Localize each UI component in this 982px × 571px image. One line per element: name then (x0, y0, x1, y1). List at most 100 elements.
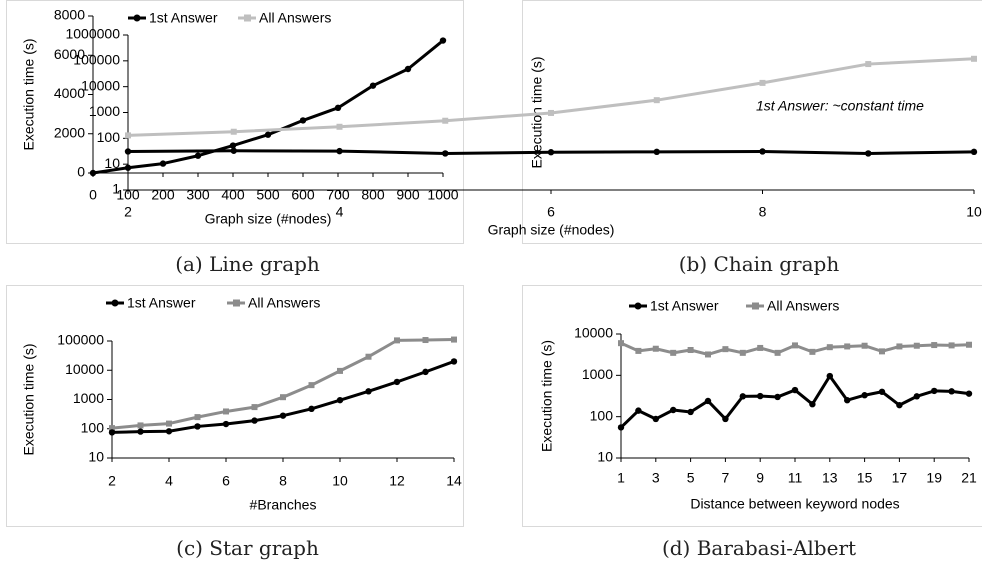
x-tick-label: 400 (221, 187, 245, 203)
legend-swatch-marker (752, 302, 759, 310)
x-axis-label: Distance between keyword nodes (690, 496, 899, 512)
data-point (809, 348, 816, 355)
data-point (251, 417, 258, 424)
data-point (451, 336, 457, 343)
y-axis-label: Execution time (s) (539, 340, 555, 452)
legend-label: 1st Answer (149, 10, 218, 26)
legend-swatch-marker (233, 299, 240, 307)
y-tick-label: 6000 (54, 46, 85, 62)
y-tick-label: 8000 (54, 7, 85, 23)
data-point (393, 378, 401, 386)
x-tick-label: 100 (116, 187, 140, 203)
y-tick-label: 100 (590, 407, 614, 423)
x-axis-label: Graph size (#nodes) (488, 222, 615, 238)
data-point (826, 344, 833, 351)
data-point (722, 346, 729, 353)
data-point (251, 404, 258, 411)
x-tick-label: 10 (332, 473, 348, 489)
data-point (687, 408, 694, 416)
y-axis-label: Execution time (s) (21, 343, 37, 455)
x-tick-label: 10 (966, 204, 982, 220)
data-point (404, 65, 412, 73)
x-tick-label: 2 (108, 473, 116, 489)
data-point (124, 148, 132, 155)
data-point (635, 407, 642, 414)
y-tick-label: 100 (81, 419, 105, 435)
caption-line-graph: (a) Line graph (175, 252, 320, 276)
y-tick-label: 10 (104, 155, 120, 171)
x-tick-label: 8 (279, 473, 287, 489)
data-point (299, 117, 307, 124)
x-tick-label: 12 (389, 473, 405, 489)
data-point (896, 401, 903, 409)
data-point (422, 368, 429, 376)
data-point (826, 372, 833, 380)
data-point (759, 79, 766, 86)
data-point (137, 428, 144, 435)
data-point (194, 414, 201, 421)
data-point (759, 148, 766, 155)
data-point (653, 97, 660, 104)
legend-label: 1st Answer (650, 298, 719, 314)
data-point (844, 343, 851, 350)
data-point (653, 148, 660, 156)
data-point (137, 422, 144, 429)
x-tick-label: 13 (822, 470, 838, 486)
data-point (365, 353, 372, 360)
x-tick-label: 9 (756, 470, 764, 486)
y-tick-label: 10000 (65, 361, 104, 377)
data-point (879, 348, 885, 355)
x-tick-label: 800 (361, 187, 385, 203)
x-tick-label: 500 (256, 187, 280, 203)
x-tick-label: 19 (926, 470, 942, 486)
data-point (230, 128, 237, 135)
data-point (896, 343, 903, 350)
y-tick-label: 1000000 (65, 26, 120, 42)
data-point (739, 393, 746, 400)
data-point (635, 347, 642, 354)
y-tick-label: 10000 (81, 77, 120, 93)
data-point (280, 394, 286, 401)
data-point (757, 344, 764, 351)
data-point (548, 109, 554, 116)
data-point (194, 152, 202, 159)
data-point (965, 390, 973, 397)
y-axis-label: Execution time (s) (21, 38, 37, 150)
data-point (931, 387, 938, 395)
data-point (774, 349, 781, 356)
data-point (652, 345, 659, 352)
data-point (194, 423, 201, 430)
data-point (617, 424, 625, 431)
y-tick-label: 1000 (89, 103, 120, 119)
data-point (109, 425, 115, 432)
data-point (336, 123, 343, 130)
data-point (230, 147, 237, 154)
x-axis-label: Graph size (#nodes) (205, 211, 332, 227)
data-point (791, 386, 799, 394)
x-tick-label: 8 (759, 204, 767, 220)
y-tick-label: 0 (77, 164, 85, 180)
legend-label: All Answers (259, 10, 331, 26)
y-tick-label: 100 (97, 129, 121, 145)
x-tick-label: 600 (291, 187, 315, 203)
x-tick-label: 0 (89, 187, 97, 203)
data-point (336, 396, 344, 404)
x-tick-label: 4 (165, 473, 173, 489)
x-tick-label: 14 (446, 473, 462, 489)
data-point (394, 337, 400, 344)
chart-frame (522, 285, 982, 527)
x-tick-label: 5 (687, 470, 695, 486)
data-point (809, 401, 816, 408)
x-tick-label: 7 (722, 470, 730, 486)
data-point (844, 397, 851, 404)
data-point (229, 142, 237, 149)
data-point (652, 415, 659, 423)
legend-swatch-marker (244, 14, 251, 22)
legend-swatch-marker (111, 299, 119, 307)
panel-barabasi-albert: 10 100 1000 10000 1 3 5 7 9 11 13 15 17 19 21 Distance … (500, 285, 982, 571)
data-point (439, 37, 447, 44)
x-axis-label: #Branches (250, 497, 317, 513)
data-point (125, 132, 131, 139)
y-tick-label: 100000 (57, 332, 104, 348)
